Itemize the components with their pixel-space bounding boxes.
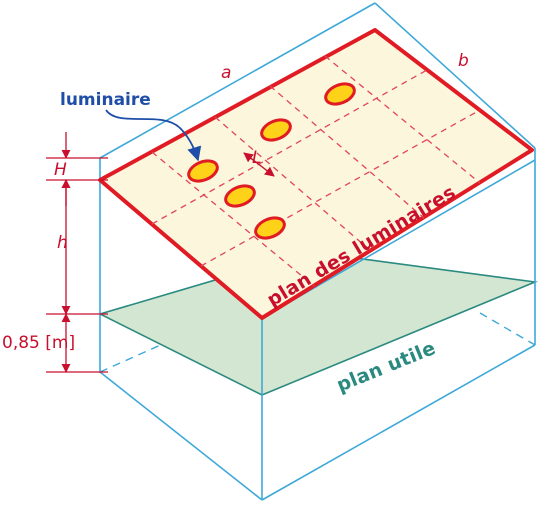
luminaire-grid (151, 55, 481, 287)
luminaire-callout-arrow (105, 109, 202, 162)
luminaire (254, 216, 286, 240)
luminaire-callout-label: luminaire (60, 90, 151, 110)
dimension-a-label: a (221, 63, 231, 83)
spacing-arrow (243, 152, 275, 177)
spacing-label: L (252, 148, 261, 168)
luminaires (187, 82, 356, 240)
luminaire-plane (98, 28, 534, 320)
height-h-label: h (57, 233, 68, 253)
height-dimensions (46, 132, 108, 373)
work-plane-height-label: 0,85 [m] (2, 333, 75, 353)
room-box-edges (99, 2, 536, 501)
height-H-label: H (54, 160, 67, 180)
luminaire (187, 159, 219, 183)
luminaire (224, 184, 256, 208)
luminaire (324, 82, 356, 106)
room-hidden-edges (99, 312, 536, 373)
luminaire (260, 118, 292, 142)
dimension-b-label: b (458, 51, 469, 71)
